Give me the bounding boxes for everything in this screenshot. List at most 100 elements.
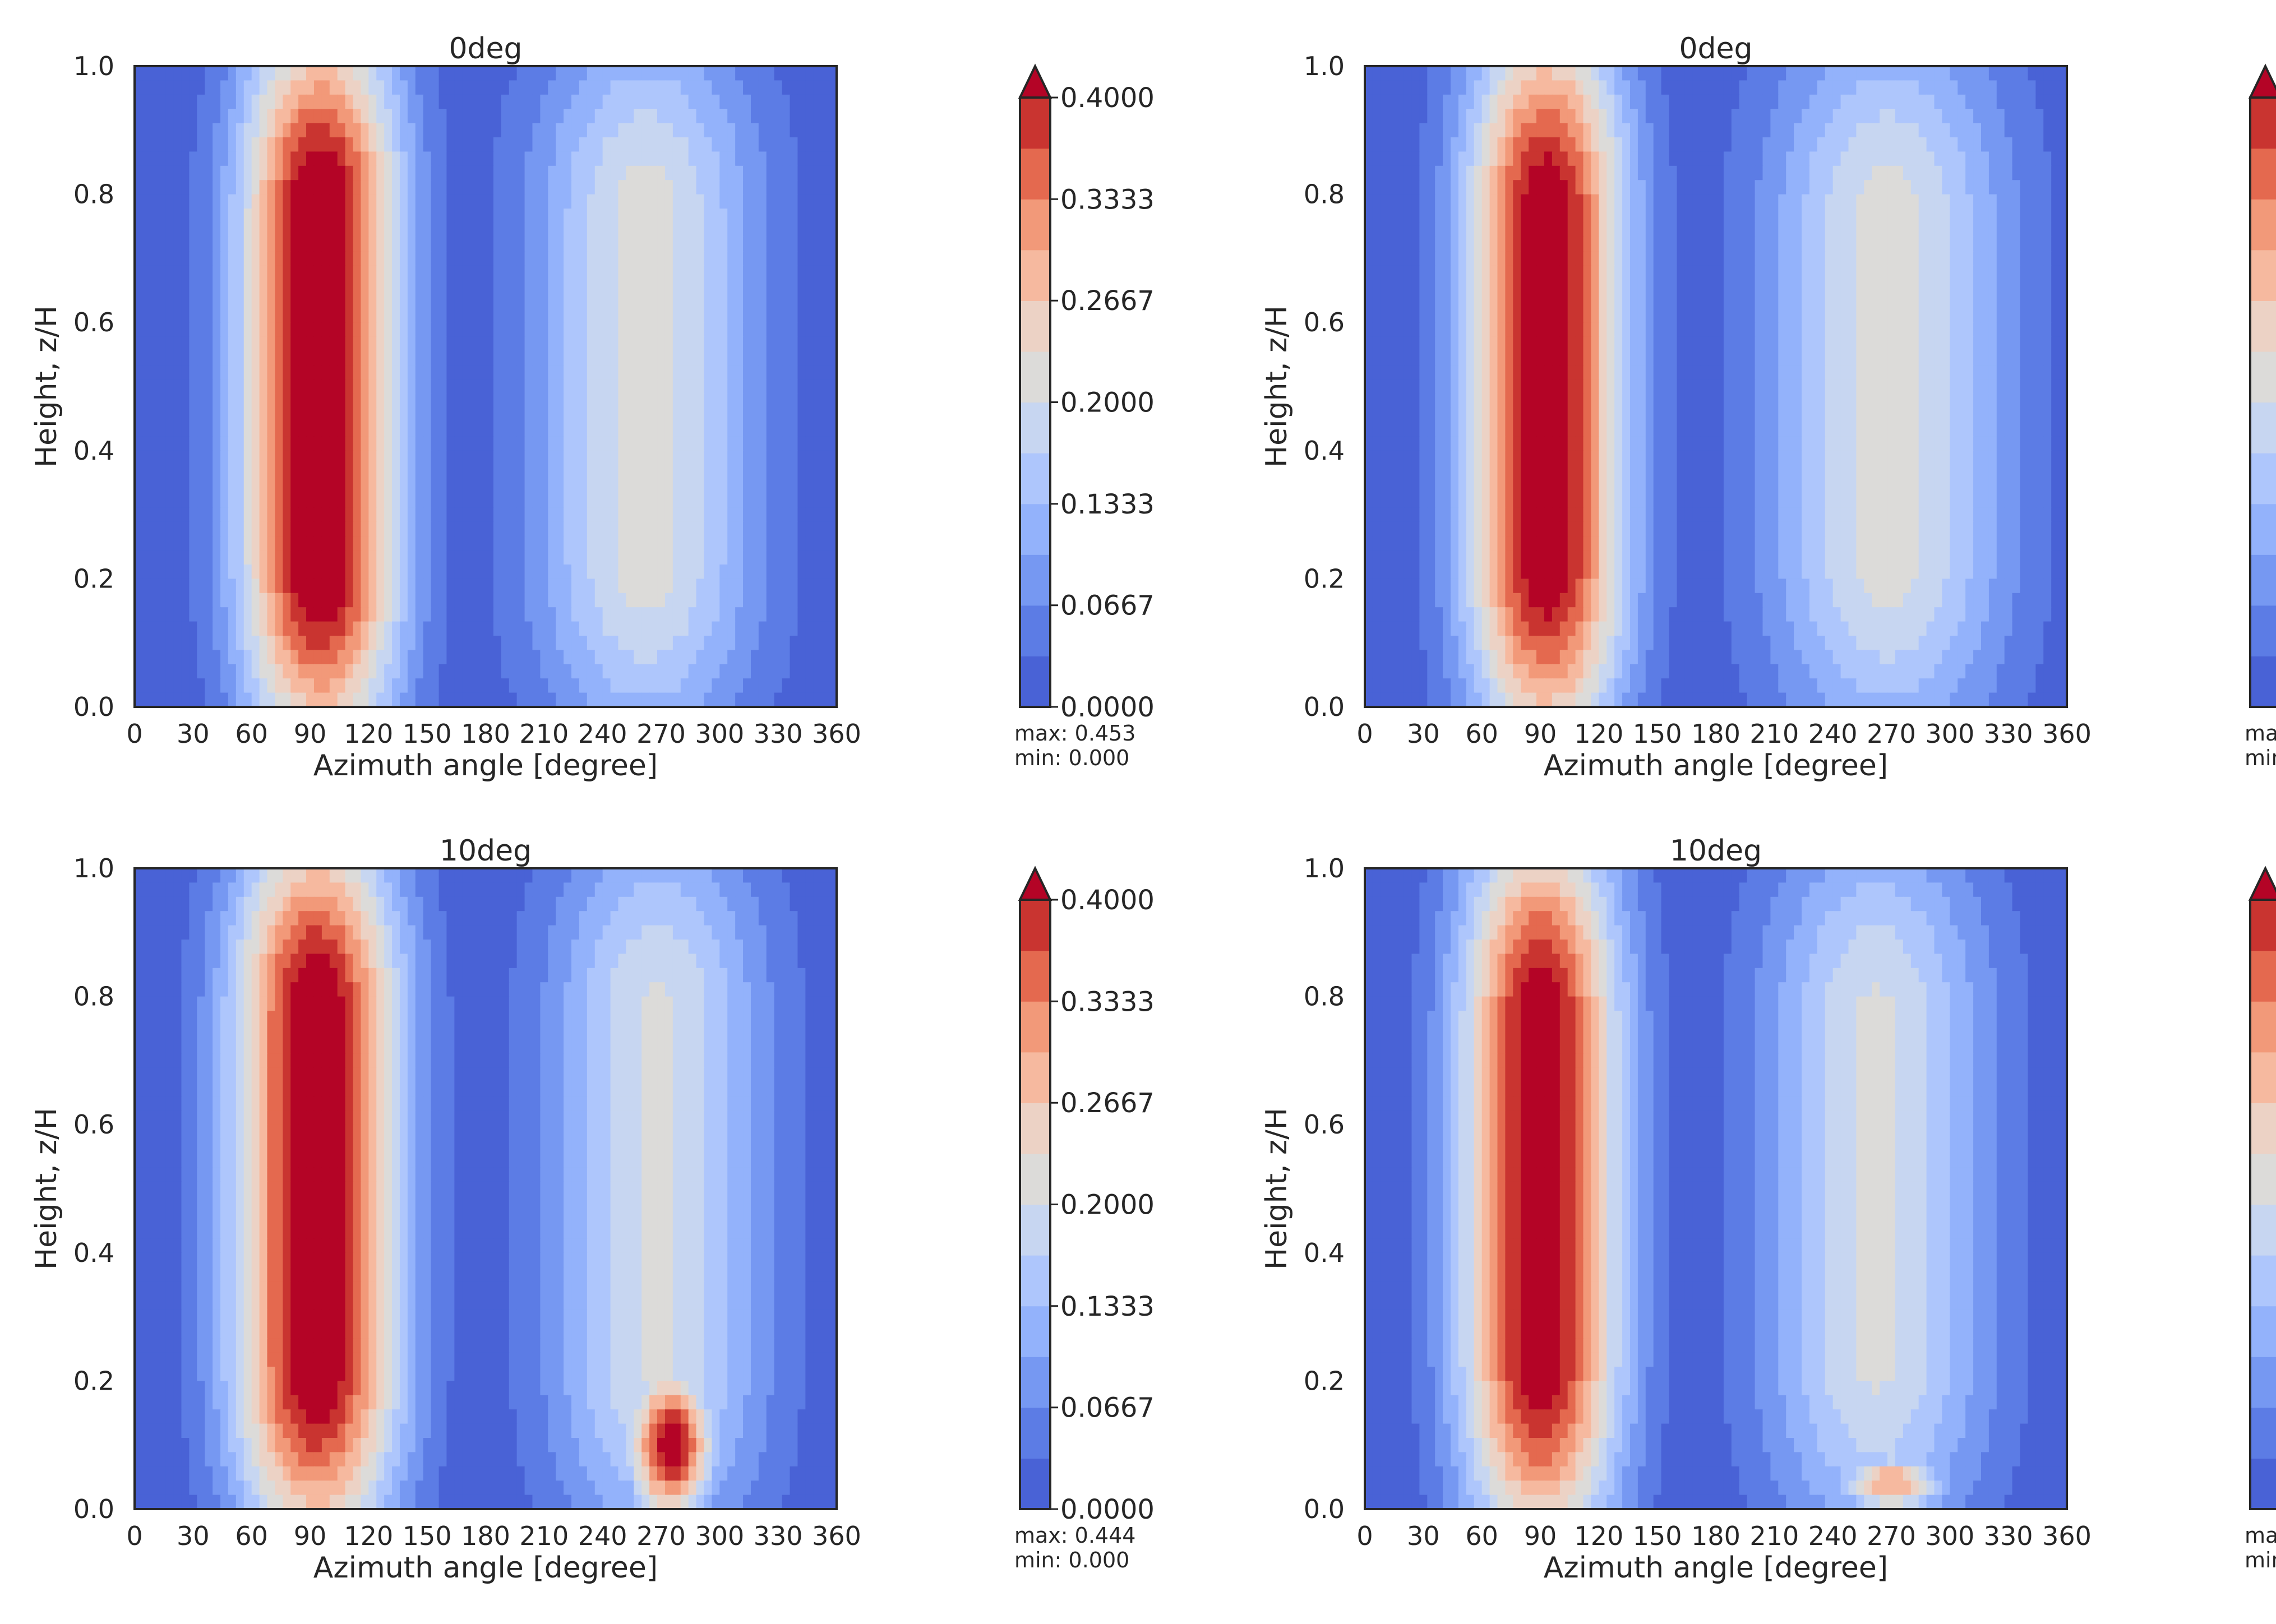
contour-cell	[696, 66, 705, 81]
contour-cell	[594, 521, 603, 536]
contour-cell	[540, 607, 549, 622]
contour-cell	[727, 507, 736, 522]
contour-cell	[564, 223, 572, 238]
contour-cell	[797, 280, 806, 295]
contour-cell	[556, 465, 564, 480]
contour-cell	[524, 678, 533, 693]
contour-cell	[197, 322, 205, 337]
contour-cell	[1762, 194, 1771, 209]
contour-cell	[634, 493, 643, 508]
contour-cell	[758, 507, 767, 522]
contour-cell	[423, 565, 432, 580]
contour-cell	[829, 636, 837, 651]
contour-cell	[618, 394, 627, 409]
contour-cell	[392, 351, 400, 366]
contour-cell	[1536, 165, 1545, 181]
contour-cell	[758, 123, 767, 138]
contour-cell	[376, 280, 385, 295]
contour-cell	[579, 479, 588, 494]
contour-cell	[1669, 194, 1678, 209]
contour-cell	[719, 336, 728, 351]
contour-cell	[571, 66, 580, 81]
contour-cell	[431, 422, 440, 437]
contour-cell	[1910, 165, 1919, 181]
contour-cell	[228, 123, 237, 138]
contour-cell	[189, 650, 198, 665]
contour-cell	[821, 607, 829, 622]
contour-cell	[594, 237, 603, 252]
contour-cell	[626, 650, 635, 665]
contour-cell	[423, 66, 432, 81]
contour-cell	[649, 408, 658, 423]
contour-cell	[540, 507, 549, 522]
contour-cell	[524, 664, 533, 679]
contour-cell	[774, 607, 783, 622]
contour-cell	[587, 593, 595, 608]
contour-cell	[415, 664, 424, 679]
contour-cell	[345, 550, 354, 565]
contour-cell	[797, 450, 806, 465]
contour-cell	[649, 536, 658, 551]
contour-cell	[329, 180, 338, 195]
contour-cell	[306, 180, 315, 195]
contour-cell	[220, 351, 229, 366]
contour-cell	[1404, 109, 1412, 124]
contour-cell	[173, 521, 182, 536]
contour-cell	[626, 479, 635, 494]
contour-cell	[1895, 165, 1904, 181]
contour-cell	[2004, 123, 2013, 138]
contour-cell	[1606, 194, 1615, 209]
contour-cell	[251, 194, 260, 209]
contour-cell	[657, 194, 666, 209]
contour-cell	[197, 650, 205, 665]
contour-cell	[1544, 94, 1553, 109]
contour-cell	[313, 237, 322, 252]
contour-cell	[236, 565, 244, 580]
contour-cell	[1747, 137, 1756, 152]
contour-cell	[1427, 94, 1435, 109]
contour-cell	[579, 280, 588, 295]
contour-cell	[1918, 180, 1927, 195]
contour-cell	[782, 251, 791, 266]
contour-cell	[509, 94, 518, 109]
contour-cell	[829, 151, 837, 166]
contour-cell	[712, 521, 721, 536]
contour-cell	[306, 436, 315, 451]
contour-cell	[197, 593, 205, 608]
contour-cell	[602, 194, 611, 209]
contour-cell	[548, 436, 556, 451]
contour-cell	[579, 521, 588, 536]
contour-cell	[540, 336, 549, 351]
contour-cell	[267, 550, 276, 565]
contour-cell	[165, 280, 174, 295]
contour-cell	[594, 66, 603, 81]
contour-cell	[478, 550, 486, 565]
contour-cell	[680, 151, 689, 166]
contour-cell	[181, 408, 190, 423]
contour-cell	[821, 479, 829, 494]
contour-cell	[1583, 123, 1592, 138]
contour-cell	[501, 265, 510, 280]
contour-cell	[438, 664, 447, 679]
contour-cell	[594, 678, 603, 693]
contour-cell	[579, 607, 588, 622]
contour-cell	[181, 692, 190, 707]
contour-cell	[236, 351, 244, 366]
contour-cell	[735, 692, 744, 707]
contour-cell	[158, 151, 167, 166]
contour-cell	[392, 379, 400, 394]
contour-cell	[1552, 109, 1561, 124]
contour-cell	[1864, 94, 1873, 109]
contour-cell	[688, 521, 697, 536]
contour-cell	[735, 151, 744, 166]
contour-cell	[1794, 137, 1802, 152]
contour-cell	[478, 237, 486, 252]
contour-cell	[719, 621, 728, 636]
contour-cell	[189, 294, 198, 309]
contour-cell	[438, 507, 447, 522]
contour-cell	[228, 479, 237, 494]
contour-cell	[719, 379, 728, 394]
contour-cell	[1513, 165, 1522, 181]
contour-cell	[205, 408, 213, 423]
contour-cell	[774, 165, 783, 181]
